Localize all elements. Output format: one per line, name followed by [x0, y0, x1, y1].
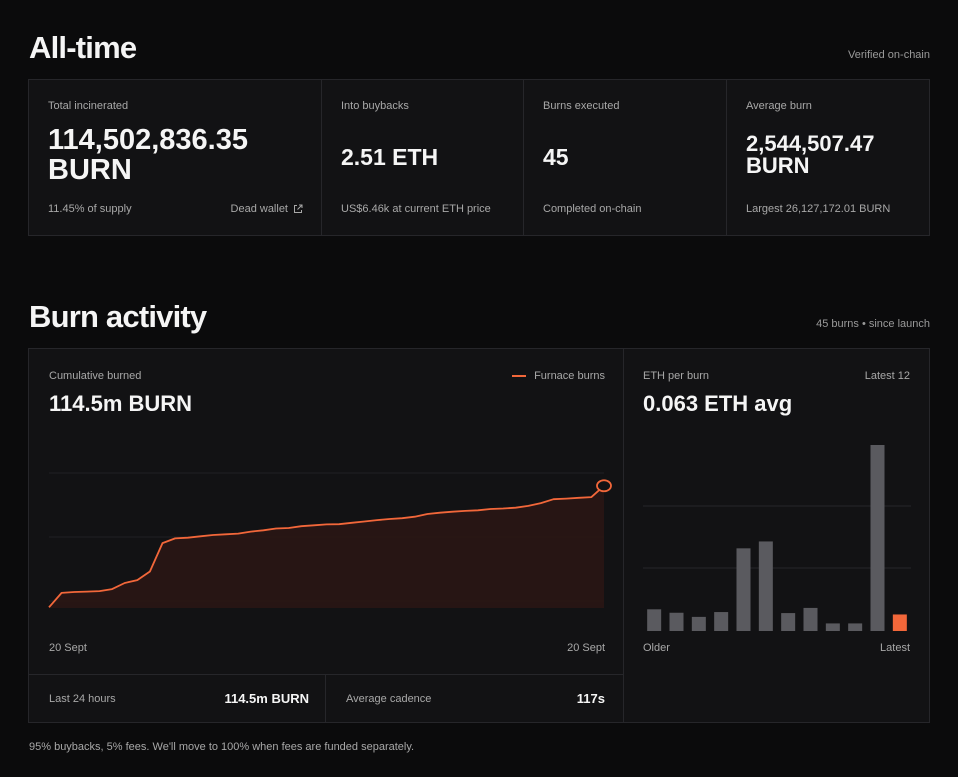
stat-sub: 11.45% of supply — [48, 203, 132, 215]
bar — [647, 609, 662, 631]
bar — [758, 541, 773, 631]
bar-x-start: Older — [643, 642, 670, 654]
stat-value-unit: BURN — [746, 153, 810, 179]
stat-value-number: 2,544,507.47 — [746, 131, 875, 156]
cumulative-label: Cumulative burned — [49, 370, 142, 382]
bar — [892, 614, 907, 631]
legend-swatch — [512, 375, 527, 377]
bar — [848, 623, 863, 631]
stat-value-number: 114,502,836.35 — [48, 124, 248, 156]
cumulative-value: 114.5m BURN — [49, 391, 193, 416]
stat-sub: US$6.46k at current ETH price — [341, 203, 491, 215]
bar — [736, 548, 751, 631]
bar — [691, 616, 706, 631]
activity-footer: Last 24 hours 114.5m BURN Average cadenc… — [29, 674, 623, 722]
verified-badge: Verified on-chain — [848, 49, 930, 61]
x-axis-start: 20 Sept — [49, 642, 87, 654]
bar — [669, 612, 684, 631]
stat-sub: Largest 26,127,172.01 BURN — [746, 203, 891, 215]
stat-value: 114,502,836.35 BURN — [48, 124, 248, 186]
stat-into-buybacks: Into buybacks 2.51 ETH US$6.46k at curre… — [322, 80, 524, 235]
bar — [781, 613, 796, 631]
bar — [803, 607, 818, 631]
bar — [714, 612, 729, 631]
stat-label: Total incinerated — [48, 100, 129, 112]
cadence-value: 117s — [576, 691, 605, 706]
external-link-icon — [294, 204, 303, 213]
bar — [870, 445, 885, 631]
area-fill — [49, 485, 604, 608]
activity-title: Burn activity — [29, 299, 207, 334]
alltime-title: All-time — [29, 30, 137, 65]
x-axis-end: 20 Sept — [567, 642, 605, 654]
dead-wallet-link[interactable]: Dead wallet — [231, 203, 303, 215]
legend-label: Furnace burns — [534, 370, 605, 382]
stat-value: 2.51 ETH — [341, 144, 439, 170]
eth-per-burn-label: ETH per burn — [643, 370, 710, 382]
stat-label: Average burn — [746, 100, 812, 112]
eth-avg-value: 0.063 ETH avg — [643, 391, 793, 416]
activity-meta: 45 burns • since launch — [816, 318, 930, 330]
alltime-stats-panel: Total incinerated 114,502,836.35 BURN 11… — [28, 79, 930, 236]
last-24-value: 114.5m BURN — [224, 691, 309, 706]
stat-sub: Completed on-chain — [543, 203, 642, 215]
stat-label: Burns executed — [543, 100, 620, 112]
latest-12-badge: Latest 12 — [864, 370, 910, 382]
average-cadence-cell: Average cadence 117s — [326, 675, 623, 722]
stat-total-incinerated: Total incinerated 114,502,836.35 BURN 11… — [29, 80, 322, 235]
stat-average-burn: Average burn 2,544,507.47 BURN Largest 2… — [727, 80, 929, 235]
stat-value: 45 — [543, 144, 569, 170]
eth-per-burn-bar-chart — [643, 445, 911, 631]
bar-x-end: Latest — [880, 642, 910, 654]
stat-burns-executed: Burns executed 45 Completed on-chain — [524, 80, 727, 235]
last-24-hours-cell: Last 24 hours 114.5m BURN — [29, 675, 326, 722]
series-line-furnace-burns — [48, 485, 605, 608]
stat-value-unit: BURN — [48, 153, 132, 186]
last-24-label: Last 24 hours — [49, 693, 116, 705]
cumulative-area-chart — [48, 472, 612, 608]
cadence-label: Average cadence — [346, 693, 432, 705]
bar — [825, 623, 840, 631]
stat-label: Into buybacks — [341, 100, 409, 112]
eth-per-burn-panel: ETH per burn Latest 12 0.063 ETH avg Old… — [624, 349, 929, 722]
chart-legend: Furnace burns — [512, 370, 605, 382]
cumulative-chart-panel: Cumulative burned 114.5m BURN Furnace bu… — [29, 349, 624, 722]
dead-wallet-label: Dead wallet — [230, 203, 288, 215]
fee-note: 95% buybacks, 5% fees. We'll move to 100… — [29, 741, 415, 753]
latest-point-marker — [596, 479, 612, 493]
activity-panel: Cumulative burned 114.5m BURN Furnace bu… — [28, 348, 930, 723]
stat-value: 2,544,507.47 BURN — [746, 131, 875, 179]
